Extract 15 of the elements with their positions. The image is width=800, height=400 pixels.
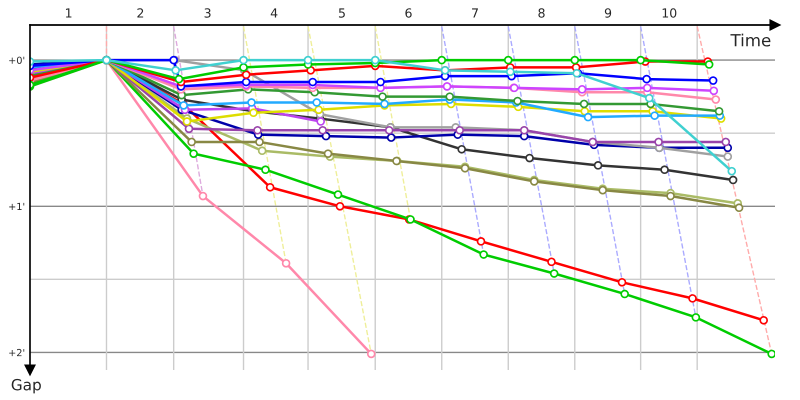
x-tick-label: 5 <box>338 8 345 18</box>
x-tick-label: 7 <box>472 8 478 18</box>
y-tick-label: +1' <box>9 202 24 210</box>
x-tick-label: 4 <box>270 8 278 18</box>
x-tick-label: 6 <box>405 8 412 18</box>
y-tick-label: +2' <box>9 348 24 356</box>
x-axis-title: Time <box>730 34 770 47</box>
x-tick-label: 9 <box>604 8 612 18</box>
y-tick-label: +0' <box>9 56 24 64</box>
x-tick-label: 1 <box>66 8 72 18</box>
y-axis-title: Gap <box>12 378 41 394</box>
x-tick-label: 2 <box>137 8 144 18</box>
x-tick-label: 10 <box>662 8 676 18</box>
x-tick-label: 8 <box>538 8 545 18</box>
x-tick-label: 3 <box>204 8 211 18</box>
